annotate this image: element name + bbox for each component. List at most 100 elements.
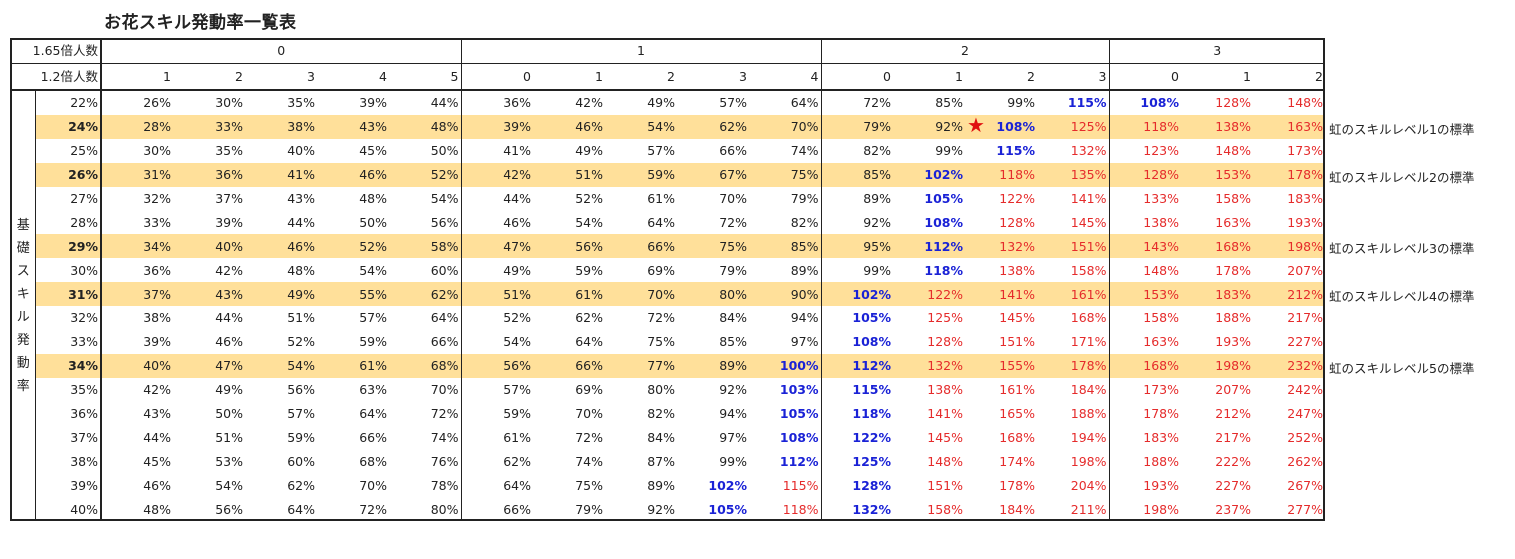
- rate-cell: 102%: [708, 477, 747, 493]
- rate-cell: 52%: [460, 306, 533, 330]
- rate-cell: 46%: [317, 162, 389, 187]
- rate-cell: 50%: [215, 406, 243, 422]
- rate-cell: 183%: [1108, 425, 1181, 450]
- rate-cell: 62%: [677, 114, 749, 139]
- base-rate-cell: 34%: [35, 353, 102, 378]
- rate-cell: 52%: [287, 334, 315, 350]
- rate-cell: 28%: [101, 114, 173, 139]
- table-row: 24% 28% 33% 38% 43% 48% 39% 46% 54% 62% 70% 79% 92% ★…: [11, 114, 1325, 139]
- rate-cell: 26%: [143, 95, 171, 111]
- rate-cell: 168%: [1181, 234, 1253, 259]
- rate-cell: 212%: [1253, 282, 1325, 307]
- rate-cell: 78%: [430, 477, 459, 493]
- rate-cell: 72%: [820, 90, 893, 115]
- rate-cell: 54%: [359, 262, 387, 278]
- rate-cell: 193%: [1108, 473, 1181, 498]
- rate-cell: 82%: [647, 406, 675, 422]
- rate-cell: 43%: [287, 191, 315, 206]
- base-rate-cell: 40%: [35, 497, 102, 522]
- rate-cell: 99%: [1007, 95, 1035, 111]
- rate-cell: 70%: [719, 191, 747, 206]
- rate-cell: 43%: [173, 282, 245, 307]
- rate-cell: 237%: [1215, 501, 1251, 517]
- group-header: 2: [820, 38, 1109, 64]
- side-label-char: ル: [16, 310, 30, 326]
- rate-cell: 112%: [893, 234, 965, 259]
- rate-cell: 105%: [820, 306, 893, 330]
- rate-cell: 188%: [1108, 449, 1181, 474]
- rate-cell: 61%: [460, 425, 533, 450]
- table-row: 37% 44% 51% 59% 66% 74% 61% 72% 84% 97% 108% 122% 14…: [11, 425, 1325, 450]
- base-rate-cell: 33%: [35, 329, 102, 354]
- rate-cell: 37%: [215, 191, 243, 206]
- rate-cell: 132%: [893, 353, 965, 378]
- rate-cell: 135%: [1037, 162, 1109, 187]
- side-label-char: ス: [16, 264, 30, 280]
- rate-cell: 82%: [790, 214, 819, 230]
- rate-cell: 40%: [173, 234, 245, 259]
- rate-cell: 262%: [1287, 453, 1323, 469]
- rate-cell: 59%: [359, 334, 387, 350]
- rate-cell: 128%: [1108, 162, 1181, 187]
- rate-cell: 133%: [1108, 186, 1181, 211]
- rate-cell: 153%: [1108, 282, 1181, 307]
- rate-cell: 168%: [1108, 353, 1181, 378]
- rate-cell: 44%: [215, 310, 243, 326]
- rate-cell: 122%: [999, 191, 1035, 206]
- rate-cell: 193%: [1287, 214, 1323, 230]
- base-rate-cell: 22%: [35, 90, 102, 115]
- rate-cell: 49%: [215, 382, 243, 398]
- rate-cell: 178%: [1253, 162, 1325, 187]
- rate-cell: 148%: [1215, 143, 1251, 159]
- rate-cell: 158%: [1215, 191, 1251, 206]
- rate-cell: 115%: [820, 377, 893, 402]
- rate-cell: 52%: [389, 162, 461, 187]
- rate-cell: 64%: [575, 334, 603, 350]
- rate-cell: 125%: [927, 310, 963, 326]
- rainbow-skill-note: 虹のスキルレベル1の標準: [1329, 121, 1475, 137]
- rate-cell: 108%: [924, 214, 963, 230]
- rate-cell: 66%: [605, 234, 677, 259]
- rate-cell: 61%: [317, 353, 389, 378]
- rate-cell: 39%: [215, 214, 243, 230]
- rate-cell: 44%: [143, 429, 171, 445]
- rate-cell: 74%: [575, 453, 603, 469]
- rate-cell: 193%: [1215, 334, 1251, 350]
- rate-cell: 183%: [1181, 282, 1253, 307]
- rate-cell: 53%: [215, 453, 243, 469]
- rate-cell: 49%: [245, 282, 317, 307]
- rate-cell: 46%: [460, 210, 533, 235]
- base-rate-cell: 39%: [35, 473, 102, 498]
- rate-cell: 64%: [460, 473, 533, 498]
- rate-cell: 161%: [1037, 282, 1109, 307]
- rate-cell: 56%: [533, 234, 605, 259]
- rate-cell: 168%: [1070, 310, 1107, 326]
- rate-cell: 163%: [1108, 329, 1181, 354]
- rate-cell: 39%: [143, 334, 171, 350]
- rate-cell: 148%: [1108, 258, 1181, 283]
- group-header: 0: [101, 38, 461, 64]
- rate-cell: 173%: [1287, 143, 1323, 159]
- rate-cell: 87%: [647, 453, 675, 469]
- rate-cell: 138%: [999, 262, 1035, 278]
- rate-cell: 85%: [935, 95, 963, 111]
- table-row: 29% 34% 40% 46% 52% 58% 47% 56% 66% 75% 85% 95% 112%…: [11, 234, 1325, 259]
- rate-cell: 132%: [820, 497, 893, 522]
- rate-cell: 92%: [719, 382, 747, 398]
- rate-cell: 46%: [533, 114, 605, 139]
- rate-cell: 178%: [1037, 353, 1109, 378]
- rate-cell: 118%: [924, 262, 963, 278]
- rate-cell: 52%: [575, 191, 603, 206]
- table-row: 40% 48% 56% 64% 72% 80% 66% 79% 92% 105% 118% 132% 1…: [11, 497, 1325, 522]
- rate-cell: 97%: [719, 429, 747, 445]
- rate-cell: 44%: [460, 186, 533, 211]
- rate-cell: 163%: [1215, 214, 1251, 230]
- rate-cell: 36%: [143, 262, 171, 278]
- rate-cell: 49%: [647, 95, 675, 111]
- rate-cell: 64%: [359, 406, 387, 422]
- rate-cell: 247%: [1287, 406, 1323, 422]
- rate-cell: 151%: [927, 477, 963, 493]
- rate-cell: 75%: [575, 477, 603, 493]
- rate-cell: 48%: [287, 262, 315, 278]
- rate-cell: 84%: [647, 429, 675, 445]
